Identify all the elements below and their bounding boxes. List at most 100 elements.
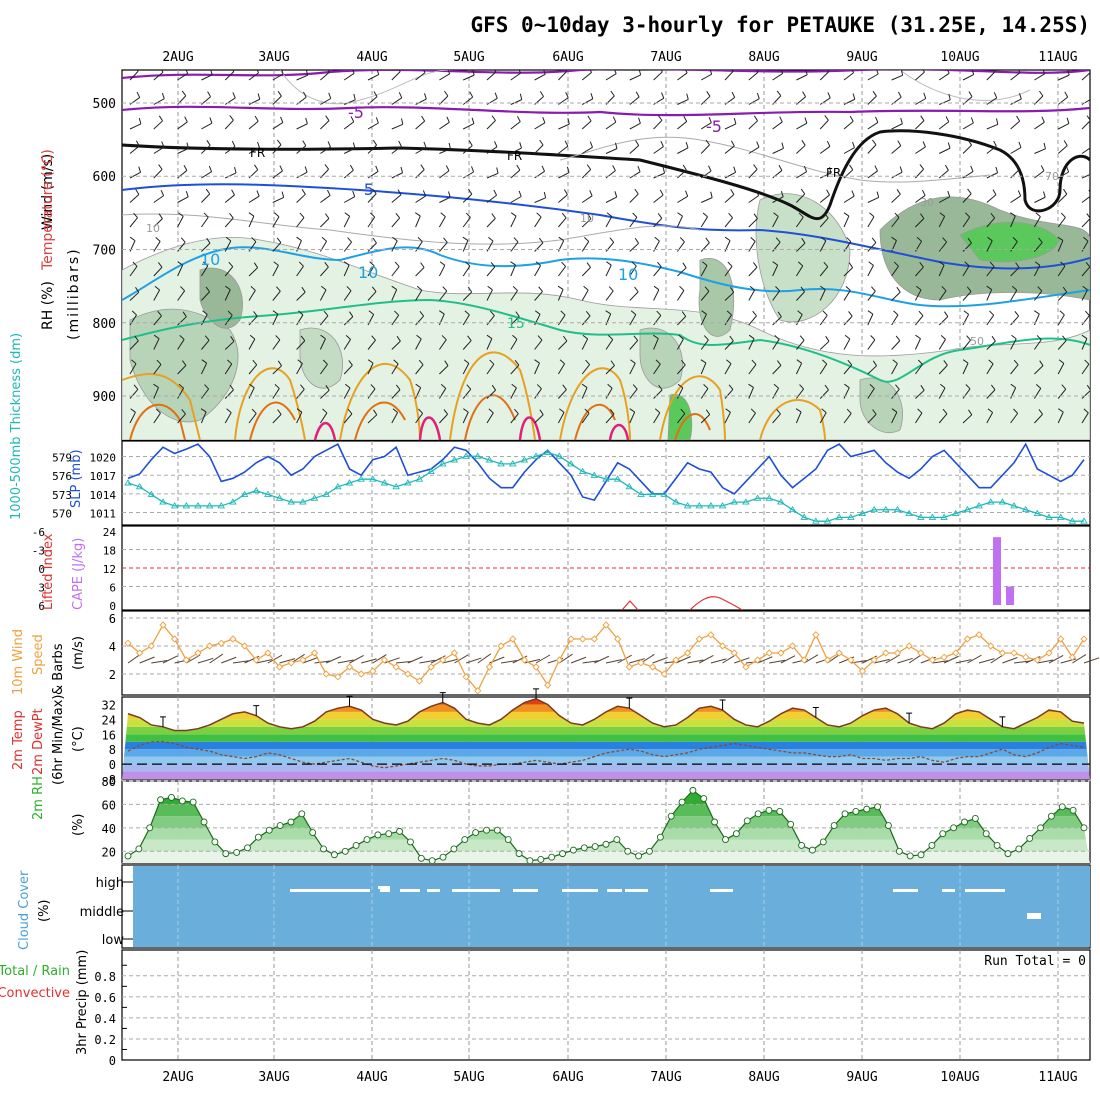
wind-barb-flag [584,408,590,414]
wind-barb [1081,266,1090,277]
wind-barb [486,389,496,399]
wind-barb-flag [947,70,950,74]
wind-barb [296,265,304,277]
bottom-date-label: 7AUG [650,1070,681,1085]
wind-barb-flag [371,335,376,341]
wind-barb [510,241,519,252]
wind-barb-flag [396,335,401,342]
wind-barb-flag [705,409,711,415]
wind-barb-flag [281,191,285,198]
contour-label: 10 [146,222,160,235]
rh-shade [639,327,683,389]
wind-speed-point [742,663,750,671]
top-date-label: 11AUG [1038,50,1077,65]
wind-barb-flag [161,70,164,73]
wind-barb [486,266,496,277]
wind-barb [153,241,161,252]
rh-point [504,836,512,844]
wind-barb [272,144,282,154]
wind-barb [748,289,756,301]
surface-wind-barb [874,658,890,664]
wind-barb-flag [799,335,805,341]
wind-barb-flag [589,70,592,73]
wind-speed-point [380,656,389,664]
wind-barb [677,147,689,154]
ylabel-precip-c: 3hr Precip (mm) [75,950,90,1055]
ylabel-rh2m-unit: (%) [71,814,86,837]
wind-barb-flag [989,261,995,267]
wind-barb [867,196,879,203]
wind-barb-flag [471,117,475,124]
bottom-date-label: 2AUG [162,1070,193,1085]
wind-barb-flag [138,118,142,125]
wind-barb [248,387,255,399]
wind-barb [748,387,754,399]
wind-barb [891,411,898,424]
thickness-point [147,490,156,497]
wind-barb [629,74,641,81]
wind-barb-flag [234,167,237,174]
wind-barb [391,340,401,350]
wind-barb-flag [1066,117,1070,124]
wind-barb [962,122,974,130]
wind-barb [224,119,234,130]
wind-barb-flag [988,359,994,365]
wind-barb [557,412,565,424]
wind-barb [986,194,997,203]
wind-barb [891,363,898,375]
wind-barb-flag [589,141,593,148]
wind-barb [558,123,570,130]
thickness-point [602,475,610,482]
rh-point [124,852,132,860]
wind-barb-flag [635,140,640,146]
wind-barb [843,267,853,277]
wind-barb-flag [846,237,852,243]
wind-barb-flag [226,408,232,413]
wind-barb [224,289,231,301]
wind-barb-flag [206,237,211,244]
wind-barb [462,265,471,277]
wind-barb [796,291,805,301]
rh-point [993,841,1001,849]
wind-barb [415,364,424,375]
cloud-gap [290,889,370,892]
li-tick: -3 [32,545,45,558]
wind-barb [938,387,946,399]
wind-barb-flag [180,286,186,292]
wind-barb-flag [1066,166,1070,173]
wind-barb [962,74,974,81]
wind-barb [439,121,450,130]
wind-barb-flag [891,236,897,241]
surface-wind-barb [734,657,750,664]
wind-barb [153,364,162,375]
wind-barb [558,71,568,81]
wind-barb-flag [1013,408,1019,414]
wind-barb [391,412,399,424]
wind-barb [605,264,612,277]
wind-barb [581,72,592,81]
wind-barb [1034,73,1045,81]
wind-speed-point [730,649,738,657]
wind-barb-flag [320,285,327,291]
wind-barb-flag [567,118,570,125]
wind-speed-point [602,621,610,629]
wind-barb-flag [1034,310,1040,315]
wind-barb-flag [202,261,209,267]
surface-wind-barb [943,655,959,664]
temp-band [122,711,1090,720]
wind-barb-flag [779,116,783,123]
cloud-gap [452,889,500,892]
rh-point [787,820,795,828]
wind-barb-flag [161,92,165,99]
wind-barb [748,241,756,252]
wind-barb-flag [895,384,900,390]
rh-point [808,846,816,854]
wind-barb-flag [249,383,255,389]
wind-barb-flag [726,359,732,364]
wind-speed-point [264,649,272,657]
li-tick: 6 [38,600,45,613]
wind-speed-point [614,635,622,643]
wind-barb [462,363,470,375]
wind-barb-flag [158,164,163,170]
wind-barb [129,265,138,277]
